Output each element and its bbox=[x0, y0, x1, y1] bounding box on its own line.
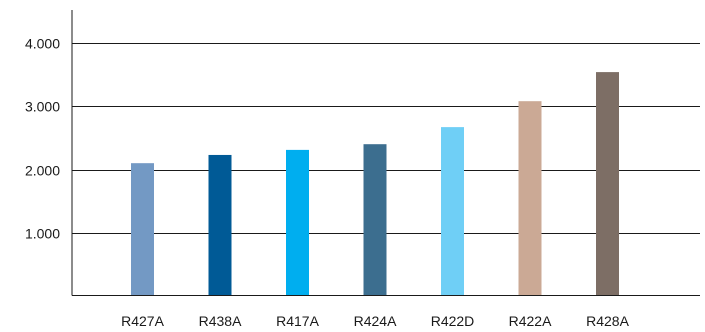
y-tick-label: 4.000 bbox=[25, 36, 60, 52]
x-axis-category-labels: R427A R438A R417A R424A R422D R422A R428A bbox=[121, 313, 629, 329]
y-tick-label: 1.000 bbox=[25, 226, 60, 242]
x-category-label: R417A bbox=[276, 313, 319, 329]
x-category-label: R438A bbox=[199, 313, 242, 329]
bar-r428a bbox=[596, 72, 619, 296]
bar-r424a bbox=[363, 144, 387, 296]
bar-r438a bbox=[208, 154, 232, 296]
bar-r422a bbox=[518, 101, 542, 296]
x-category-label: R422D bbox=[431, 313, 475, 329]
x-category-label: R428A bbox=[586, 313, 629, 329]
bar-r422d bbox=[441, 127, 464, 296]
y-tick-label: 2.000 bbox=[25, 163, 60, 179]
bar-r417a bbox=[286, 149, 309, 296]
bar-r427a bbox=[131, 163, 154, 296]
bars bbox=[131, 72, 619, 296]
x-category-label: R424A bbox=[354, 313, 397, 329]
y-axis-tick-labels: 1.000 2.000 3.000 4.000 bbox=[25, 36, 60, 242]
x-category-label: R427A bbox=[121, 313, 164, 329]
x-category-label: R422A bbox=[509, 313, 552, 329]
y-tick-label: 3.000 bbox=[25, 99, 60, 115]
